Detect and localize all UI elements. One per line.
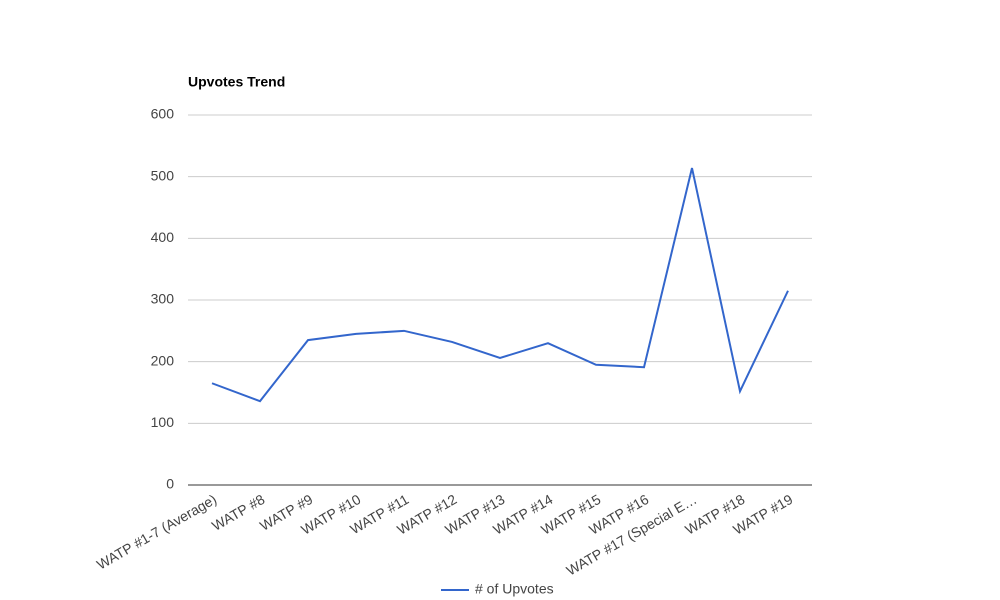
x-tick-label: WATP #1-7 (Average) bbox=[94, 491, 219, 573]
y-tick-label: 200 bbox=[151, 352, 175, 368]
y-tick-label: 300 bbox=[151, 291, 175, 307]
data-line bbox=[211, 167, 789, 403]
y-tick-label: 600 bbox=[151, 106, 175, 122]
legend-label: # of Upvotes bbox=[475, 581, 554, 597]
y-tick-label: 0 bbox=[166, 476, 174, 492]
y-tick-label: 400 bbox=[151, 229, 175, 245]
chart-title: Upvotes Trend bbox=[188, 74, 285, 90]
x-tick-label: WATP #8 bbox=[209, 491, 267, 534]
y-tick-label: 100 bbox=[151, 414, 175, 430]
y-tick-label: 500 bbox=[151, 167, 175, 183]
